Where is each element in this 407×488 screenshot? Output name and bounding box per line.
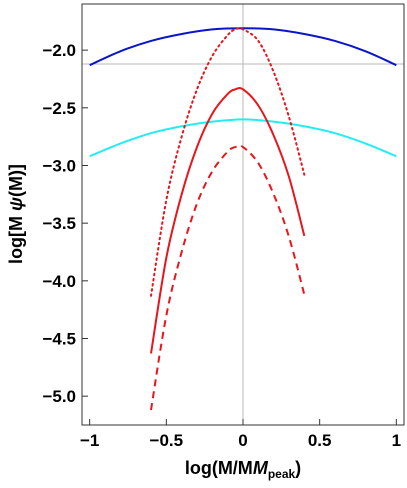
y-tick-label: −3.5 [42, 214, 76, 233]
x-tick-label: −0.5 [150, 431, 184, 450]
series-line-1-solid [89, 27, 397, 67]
y-axis-title: log[M ψ(M)] [6, 164, 26, 264]
series-line-4-solid [150, 86, 306, 354]
y-tick-label: −5.0 [42, 387, 76, 406]
y-tick-label: −2.5 [42, 99, 76, 118]
series-line-2-solid [89, 118, 397, 158]
x-tick-label: 0.5 [308, 431, 332, 450]
x-tick-label: 0 [238, 431, 247, 450]
series-line-3-dotted [150, 27, 306, 297]
series-line-5-dashed [150, 144, 306, 411]
x-tick-label: 1 [392, 431, 401, 450]
y-tick-label: −2.0 [42, 41, 76, 60]
x-tick-label: −1 [80, 431, 99, 450]
y-tick-label: −4.0 [42, 272, 76, 291]
reference-lines [82, 4, 404, 425]
tick-labels-layer: −1 −0.5 0 0.5 1 −2.0 −2.5 −3.0 −3.5 −4.0 −4.5 −5.0 [42, 41, 401, 450]
y-tick-label: −3.0 [42, 156, 76, 175]
x-axis-title: log(M/MMpeak) [185, 458, 301, 481]
y-tick-label: −4.5 [42, 329, 76, 348]
ticks-layer [82, 49, 397, 425]
series-layer [89, 27, 397, 411]
